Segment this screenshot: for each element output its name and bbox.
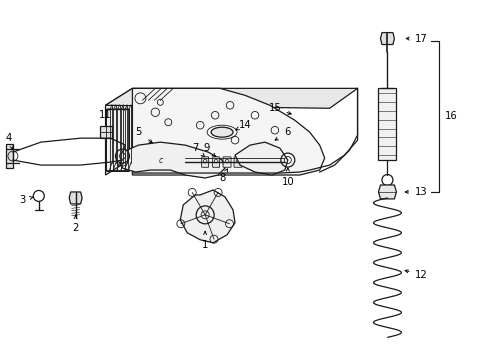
Text: 12: 12 xyxy=(414,270,427,280)
FancyBboxPatch shape xyxy=(234,157,242,167)
Text: 14: 14 xyxy=(238,120,251,130)
Text: 7: 7 xyxy=(192,143,198,153)
Circle shape xyxy=(115,149,129,163)
Text: 1: 1 xyxy=(202,240,208,250)
Text: 8: 8 xyxy=(219,173,225,183)
Text: 2: 2 xyxy=(72,223,79,233)
Polygon shape xyxy=(69,192,82,204)
Text: 9: 9 xyxy=(203,143,209,153)
Polygon shape xyxy=(105,88,357,108)
Polygon shape xyxy=(132,88,324,175)
Bar xyxy=(378,88,396,160)
Text: 10: 10 xyxy=(281,177,294,187)
Text: 15: 15 xyxy=(268,103,281,113)
Text: 6: 6 xyxy=(284,127,290,137)
Polygon shape xyxy=(378,185,396,199)
Text: 11: 11 xyxy=(99,110,112,120)
Text: 13: 13 xyxy=(414,187,427,197)
Text: 3: 3 xyxy=(20,195,26,205)
Text: c: c xyxy=(158,156,162,165)
FancyBboxPatch shape xyxy=(223,157,230,167)
Text: 4: 4 xyxy=(6,133,12,143)
Polygon shape xyxy=(105,88,132,175)
FancyBboxPatch shape xyxy=(201,157,208,167)
Text: 5: 5 xyxy=(135,127,142,137)
Polygon shape xyxy=(6,144,13,168)
Polygon shape xyxy=(180,190,235,243)
Ellipse shape xyxy=(211,127,233,137)
Polygon shape xyxy=(235,142,287,175)
Polygon shape xyxy=(380,32,394,45)
Text: 17: 17 xyxy=(414,33,427,44)
Text: 16: 16 xyxy=(444,111,457,121)
Polygon shape xyxy=(118,142,224,178)
FancyBboxPatch shape xyxy=(212,157,219,167)
Polygon shape xyxy=(100,126,111,138)
